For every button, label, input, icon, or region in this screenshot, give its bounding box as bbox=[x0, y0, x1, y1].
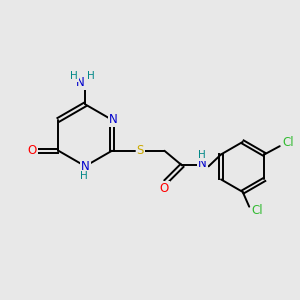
Text: N: N bbox=[109, 113, 118, 126]
Text: O: O bbox=[160, 182, 169, 195]
Text: H: H bbox=[70, 71, 78, 81]
Text: O: O bbox=[27, 144, 37, 157]
Text: Cl: Cl bbox=[252, 204, 263, 217]
Text: H: H bbox=[80, 171, 88, 181]
Text: H: H bbox=[87, 71, 95, 81]
Text: N: N bbox=[76, 76, 85, 89]
Text: S: S bbox=[136, 144, 144, 157]
Text: N: N bbox=[198, 157, 207, 170]
Text: Cl: Cl bbox=[282, 136, 294, 149]
Text: N: N bbox=[81, 160, 90, 173]
Text: H: H bbox=[198, 150, 206, 161]
